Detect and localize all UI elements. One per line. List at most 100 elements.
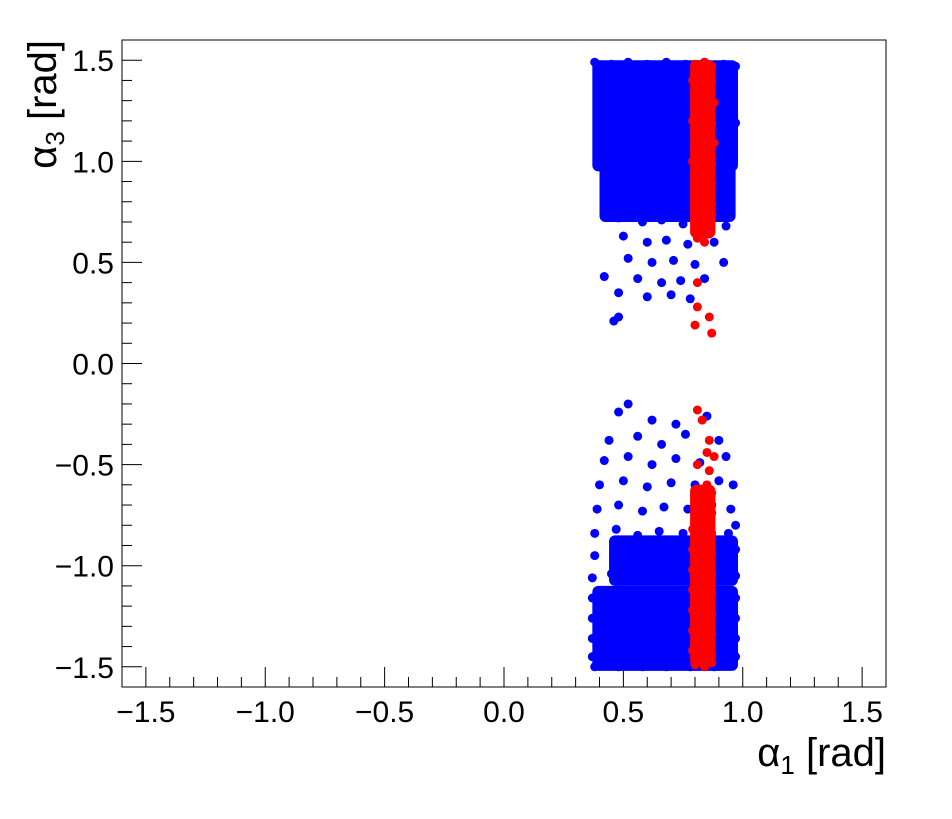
point-s0-89 bbox=[623, 399, 633, 409]
point-s1-31 bbox=[692, 302, 702, 312]
point-s0-125 bbox=[731, 520, 741, 530]
point-s0-118 bbox=[590, 528, 600, 538]
x-tick-label-6: 1.5 bbox=[841, 696, 883, 729]
point-s0-142 bbox=[587, 593, 597, 603]
point-s0-87 bbox=[614, 312, 624, 322]
point-s0-85 bbox=[685, 294, 695, 304]
point-s0-128 bbox=[630, 553, 640, 563]
point-s0-51 bbox=[669, 179, 679, 189]
point-s0-100 bbox=[647, 460, 657, 470]
point-s0-148 bbox=[714, 595, 724, 605]
point-s0-135 bbox=[606, 569, 616, 579]
point-s1-41 bbox=[704, 466, 714, 476]
point-s0-101 bbox=[671, 454, 681, 464]
point-s0-111 bbox=[592, 504, 602, 514]
point-s0-133 bbox=[731, 545, 741, 555]
point-s0-109 bbox=[714, 476, 724, 486]
point-s0-98 bbox=[599, 456, 609, 466]
point-s0-134 bbox=[587, 573, 597, 583]
point-s0-75 bbox=[690, 259, 700, 269]
point-s0-13 bbox=[669, 71, 679, 81]
point-s0-160 bbox=[623, 635, 633, 645]
point-s0-170 bbox=[666, 654, 676, 664]
y-axis-symbol: α bbox=[21, 146, 65, 169]
point-s0-173 bbox=[731, 652, 741, 662]
point-s0-141 bbox=[731, 571, 741, 581]
point-s0-143 bbox=[606, 591, 616, 601]
point-s0-97 bbox=[714, 435, 724, 445]
point-s0-175 bbox=[614, 662, 624, 672]
point-s1-35 bbox=[692, 405, 702, 415]
point-s0-88 bbox=[614, 407, 624, 417]
point-s0-74 bbox=[669, 255, 679, 265]
y-axis-unit: [rad] bbox=[21, 40, 65, 131]
point-s0-60 bbox=[714, 201, 724, 211]
tick-labels: −1.5 −1.0 −0.5 0.0 0.5 1.0 1.5 −1.5 −1.0 −0.5 0.0 0… bbox=[55, 45, 883, 729]
y-tick-label-4: 0.5 bbox=[72, 247, 114, 280]
point-s0-105 bbox=[618, 476, 628, 486]
point-s0-154 bbox=[666, 615, 676, 625]
point-s0-106 bbox=[642, 482, 652, 492]
point-s0-82 bbox=[614, 288, 624, 298]
y-tick-label-2: −0.5 bbox=[55, 450, 114, 483]
axis-ticks bbox=[121, 39, 887, 688]
point-s0-64 bbox=[678, 219, 688, 229]
point-s0-130 bbox=[673, 551, 683, 561]
point-s0-167 bbox=[604, 650, 614, 660]
y-tick-label-1: −1.0 bbox=[55, 551, 114, 584]
point-s0-58 bbox=[673, 199, 683, 209]
point-s0-72 bbox=[623, 253, 633, 263]
point-s0-70 bbox=[683, 239, 693, 249]
point-s0-150 bbox=[587, 613, 597, 623]
point-s0-12 bbox=[649, 73, 659, 83]
point-s0-119 bbox=[611, 524, 621, 534]
point-s0-96 bbox=[680, 429, 690, 439]
point-s0-39 bbox=[719, 136, 729, 146]
point-s0-90 bbox=[647, 415, 657, 425]
point-s0-34 bbox=[621, 136, 631, 146]
point-s0-2 bbox=[623, 57, 633, 67]
point-s0-157 bbox=[731, 613, 741, 623]
point-s0-146 bbox=[669, 595, 679, 605]
x-tick-label-4: 0.5 bbox=[603, 696, 645, 729]
data-points bbox=[587, 57, 741, 672]
point-s0-153 bbox=[645, 613, 655, 623]
y-tick-label-6: 1.5 bbox=[72, 45, 114, 78]
point-s1-39 bbox=[709, 452, 719, 462]
x-axis-title: α1 [rad] bbox=[757, 731, 886, 780]
point-s0-49 bbox=[626, 177, 636, 187]
x-axis-unit: [rad] bbox=[795, 731, 886, 775]
point-s0-99 bbox=[623, 452, 633, 462]
point-s0-158 bbox=[587, 633, 597, 643]
point-s0-113 bbox=[637, 506, 647, 516]
point-s0-114 bbox=[659, 502, 669, 512]
x-axis-subscript: 1 bbox=[780, 750, 794, 780]
point-s0-18 bbox=[614, 96, 624, 106]
point-s0-84 bbox=[666, 290, 676, 300]
point-s0-76 bbox=[719, 257, 729, 267]
point-s0-91 bbox=[671, 419, 681, 429]
point-s0-26 bbox=[618, 116, 628, 126]
point-s0-145 bbox=[647, 593, 657, 603]
point-s0-47 bbox=[723, 156, 733, 166]
point-s0-136 bbox=[628, 575, 638, 585]
point-s0-57 bbox=[652, 195, 662, 205]
point-s0-63 bbox=[657, 215, 667, 225]
point-s0-35 bbox=[642, 134, 652, 144]
point-s0-5 bbox=[680, 59, 690, 69]
point-s0-95 bbox=[657, 439, 667, 449]
x-tick-label-1: −1.0 bbox=[236, 696, 295, 729]
point-s0-169 bbox=[645, 652, 655, 662]
x-tick-label-5: 1.0 bbox=[722, 696, 764, 729]
point-s0-44 bbox=[666, 158, 676, 168]
point-s0-159 bbox=[604, 631, 614, 641]
point-s0-24 bbox=[728, 96, 738, 106]
point-s0-68 bbox=[642, 237, 652, 247]
point-s0-110 bbox=[728, 480, 738, 490]
point-s1-32 bbox=[704, 312, 714, 322]
point-s0-77 bbox=[599, 272, 609, 282]
point-s1-38 bbox=[702, 447, 712, 457]
point-s0-19 bbox=[635, 92, 645, 102]
point-s0-25 bbox=[597, 112, 607, 122]
